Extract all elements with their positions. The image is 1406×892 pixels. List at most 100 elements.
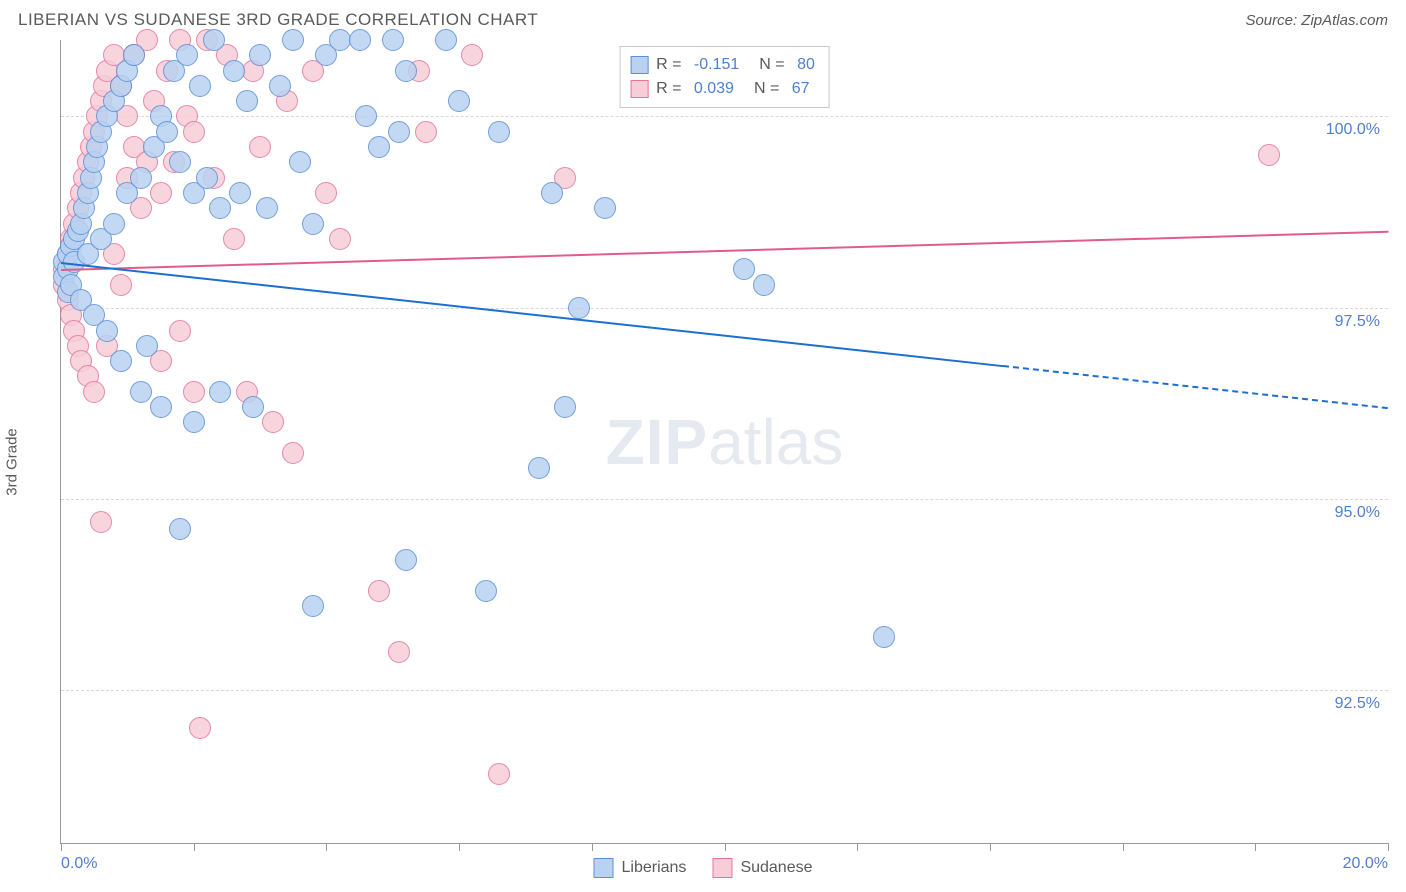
gridline (61, 116, 1388, 117)
sudanese-point (150, 182, 172, 204)
x-tick (592, 843, 593, 851)
liberians-point (302, 213, 324, 235)
liberians-point (229, 182, 251, 204)
legend-item-liberians: Liberians (594, 858, 687, 878)
liberians-point (223, 60, 245, 82)
sudanese-point (488, 763, 510, 785)
liberians-point (156, 121, 178, 143)
sudanese-point (90, 511, 112, 533)
swatch-liberians-icon (630, 56, 648, 74)
x-tick (61, 843, 62, 851)
liberians-point (103, 213, 125, 235)
liberians-point (873, 626, 895, 648)
watermark: ZIPatlas (606, 405, 844, 479)
liberians-point (368, 136, 390, 158)
liberians-point (176, 44, 198, 66)
r-value-liberians: -0.151 (694, 53, 739, 77)
gridline (61, 499, 1388, 500)
liberians-point (395, 60, 417, 82)
sudanese-point (249, 136, 271, 158)
liberians-trendline (61, 262, 1003, 367)
liberians-point (136, 335, 158, 357)
n-value-liberians: 80 (797, 53, 815, 77)
liberians-point (594, 197, 616, 219)
liberians-point (209, 381, 231, 403)
stats-row-liberians: R = -0.151 N = 80 (630, 53, 815, 77)
liberians-point (435, 29, 457, 51)
x-tick (1388, 843, 1389, 851)
sudanese-point (461, 44, 483, 66)
liberians-point (256, 197, 278, 219)
swatch-sudanese-icon (630, 80, 648, 98)
chart-title: LIBERIAN VS SUDANESE 3RD GRADE CORRELATI… (18, 10, 538, 30)
sudanese-point (83, 381, 105, 403)
liberians-point (236, 90, 258, 112)
liberians-point (528, 457, 550, 479)
x-tick-label: 20.0% (1343, 855, 1388, 873)
x-tick (990, 843, 991, 851)
x-tick (1123, 843, 1124, 851)
x-tick (1255, 843, 1256, 851)
liberians-point (242, 396, 264, 418)
sudanese-point (189, 717, 211, 739)
stats-legend: R = -0.151 N = 80 R = 0.039 N = 67 (619, 46, 830, 108)
liberians-point (733, 258, 755, 280)
sudanese-point (110, 274, 132, 296)
liberians-point (302, 595, 324, 617)
liberians-point (123, 44, 145, 66)
liberians-point (249, 44, 271, 66)
y-tick-label: 97.5% (1335, 313, 1380, 331)
sudanese-point (169, 320, 191, 342)
chart-source: Source: ZipAtlas.com (1245, 12, 1388, 29)
liberians-point (130, 381, 152, 403)
gridline (61, 308, 1388, 309)
liberians-point (189, 75, 211, 97)
x-tick (725, 843, 726, 851)
liberians-point (488, 121, 510, 143)
liberians-point (169, 518, 191, 540)
sudanese-point (329, 228, 351, 250)
liberians-point (554, 396, 576, 418)
liberians-point (388, 121, 410, 143)
y-tick-label: 100.0% (1326, 121, 1380, 139)
liberians-point (209, 197, 231, 219)
liberians-point (355, 105, 377, 127)
y-tick-label: 95.0% (1335, 504, 1380, 522)
series-legend: Liberians Sudanese (594, 858, 813, 878)
n-value-sudanese: 67 (792, 77, 810, 101)
x-tick (459, 843, 460, 851)
liberians-point (169, 151, 191, 173)
sudanese-point (368, 580, 390, 602)
sudanese-point (315, 182, 337, 204)
liberians-point (269, 75, 291, 97)
plot-area: ZIPatlas R = -0.151 N = 80 R = 0.039 N =… (60, 40, 1388, 844)
r-value-sudanese: 0.039 (694, 77, 734, 101)
legend-label-liberians: Liberians (622, 859, 687, 877)
sudanese-point (1258, 144, 1280, 166)
swatch-liberians-icon (594, 858, 614, 878)
liberians-point (183, 411, 205, 433)
liberians-point (349, 29, 371, 51)
liberians-point (541, 182, 563, 204)
liberians-point (329, 29, 351, 51)
liberians-point (203, 29, 225, 51)
liberians-point (448, 90, 470, 112)
gridline (61, 690, 1388, 691)
liberians-point (568, 297, 590, 319)
sudanese-trendline (61, 231, 1388, 271)
liberians-point (130, 167, 152, 189)
legend-label-sudanese: Sudanese (740, 859, 812, 877)
x-tick (194, 843, 195, 851)
chart-area: 3rd Grade ZIPatlas R = -0.151 N = 80 R =… (18, 40, 1388, 884)
liberians-point (289, 151, 311, 173)
sudanese-point (282, 442, 304, 464)
sudanese-point (262, 411, 284, 433)
liberians-point (282, 29, 304, 51)
sudanese-point (183, 381, 205, 403)
legend-item-sudanese: Sudanese (712, 858, 812, 878)
liberians-point (475, 580, 497, 602)
x-tick (326, 843, 327, 851)
sudanese-point (415, 121, 437, 143)
liberians-point (96, 320, 118, 342)
liberians-trendline-extrapolated (1003, 365, 1388, 409)
